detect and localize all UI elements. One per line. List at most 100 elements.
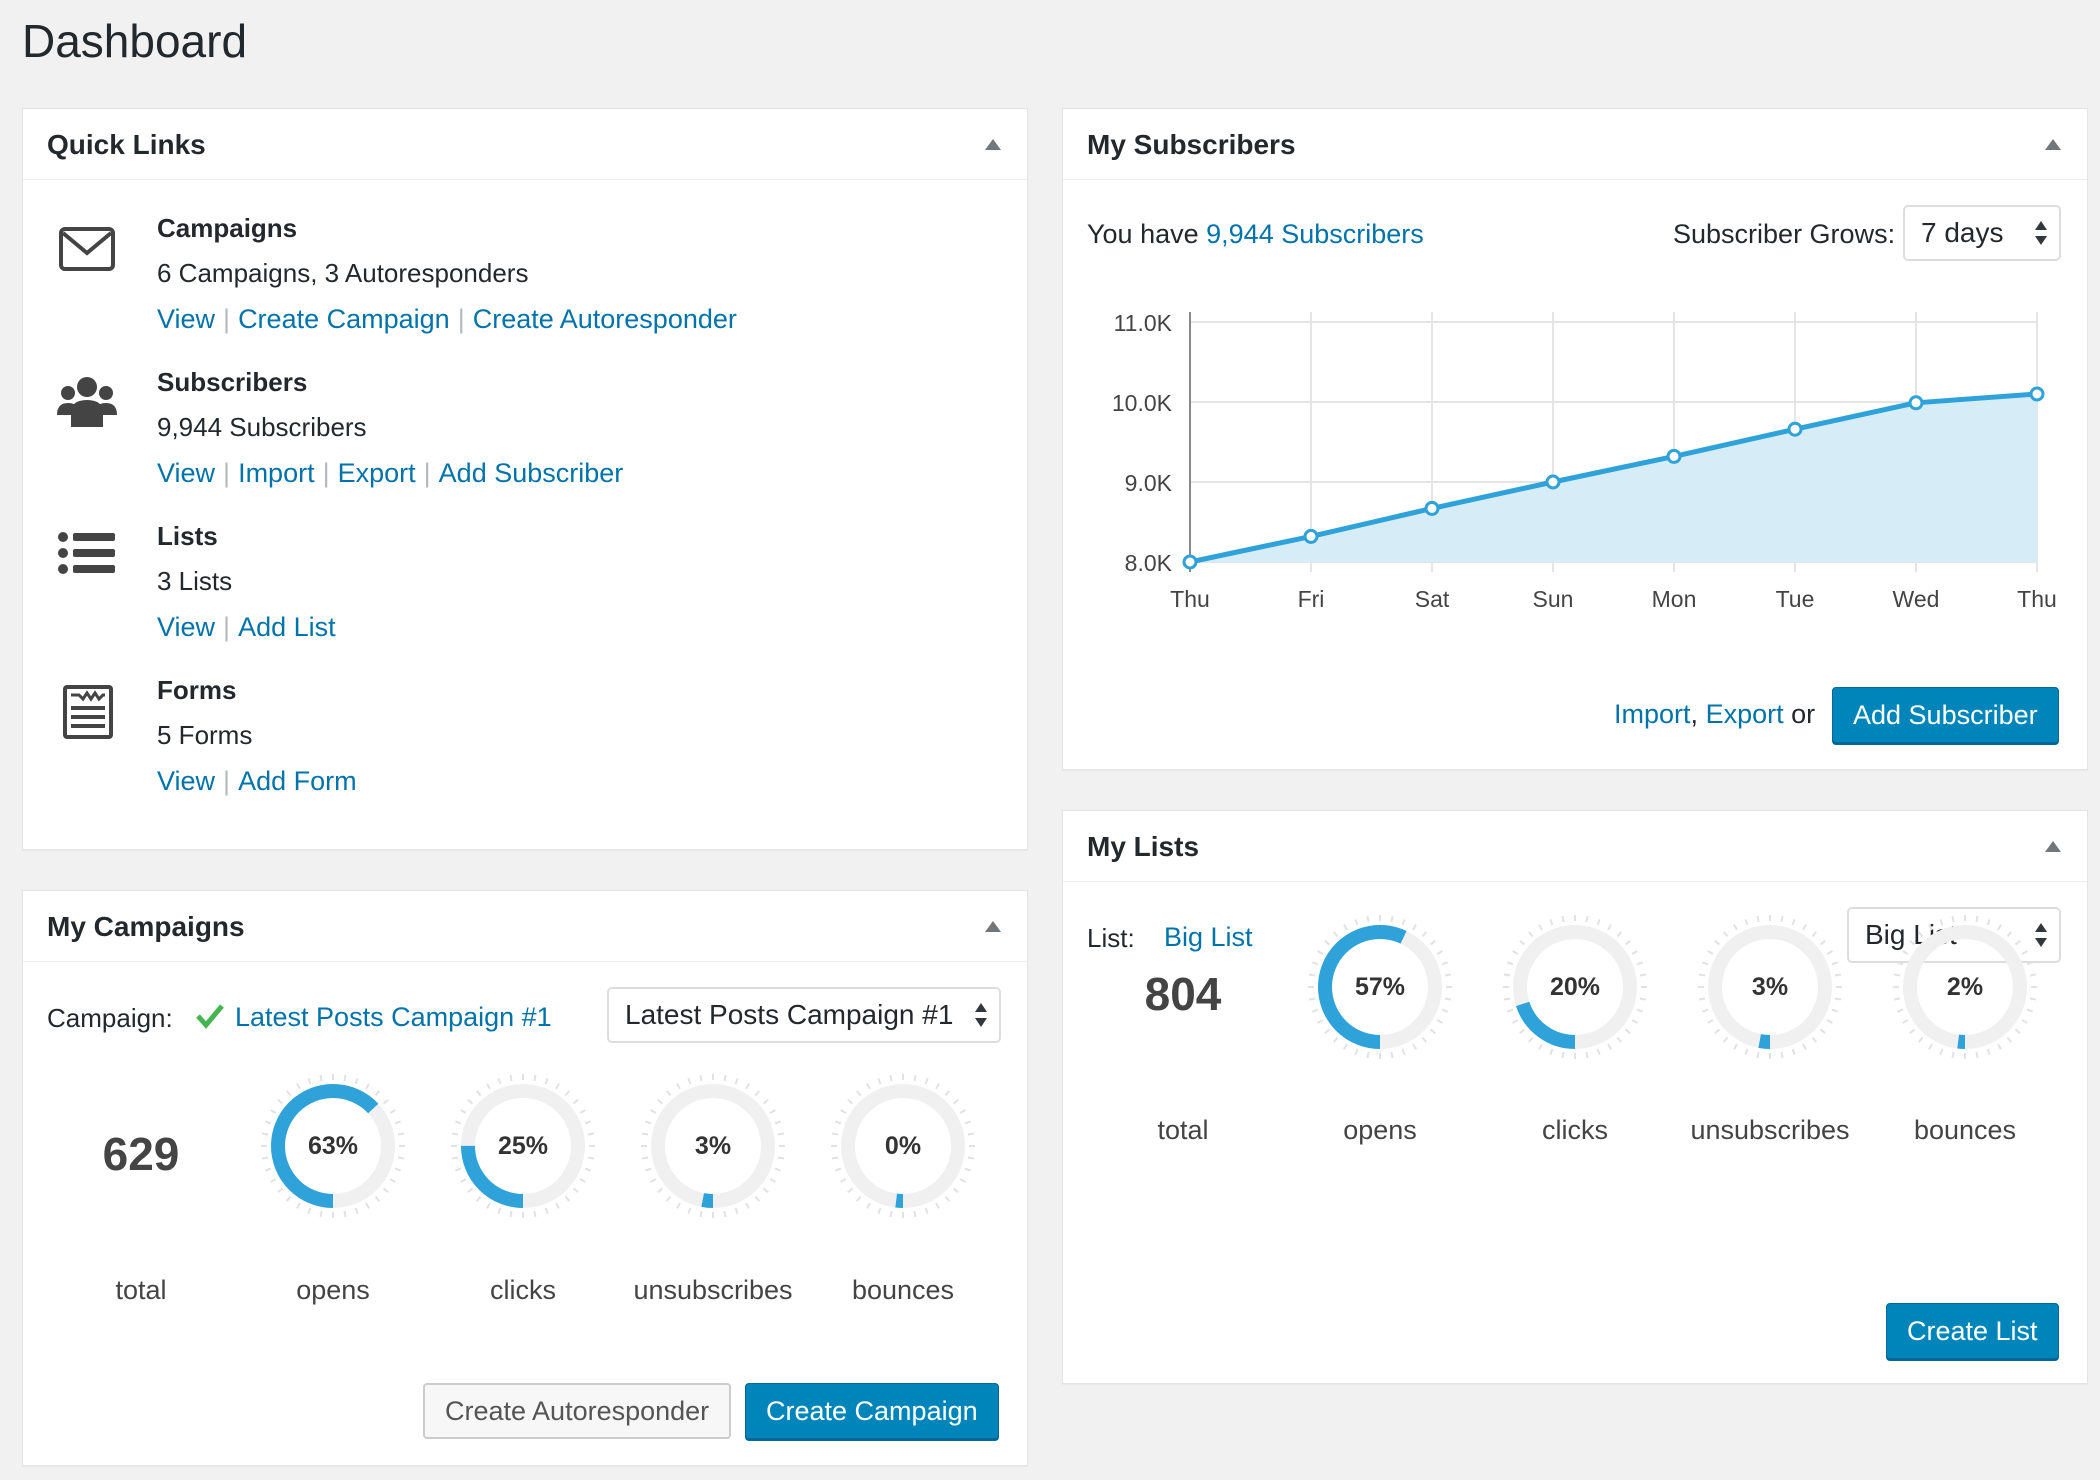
donut-tick xyxy=(657,1098,664,1105)
donut-tick xyxy=(486,1202,491,1209)
donut-tick xyxy=(1939,919,1944,926)
donut-unsubscribes: 3% xyxy=(638,1071,788,1221)
quick-link-actions: View | Import | Export | Add Subscriber xyxy=(157,458,623,489)
import-link[interactable]: Import xyxy=(238,458,315,488)
stat-label: opens xyxy=(296,1275,370,1305)
create-autoresponder-button[interactable]: Create Autoresponder xyxy=(423,1383,732,1439)
collapse-toggle-icon[interactable] xyxy=(2045,841,2061,852)
donut-tick xyxy=(1707,950,1714,955)
donut-tick xyxy=(1412,1043,1417,1050)
view-subscribers-link[interactable]: View xyxy=(157,458,216,488)
add-form-link[interactable]: Add Form xyxy=(238,766,357,796)
donut-percent: 3% xyxy=(1751,973,1789,1001)
donut-tick xyxy=(889,1074,893,1082)
donut-tick xyxy=(1756,915,1760,923)
donut-tick xyxy=(1733,1043,1738,1050)
view-forms-link[interactable]: View xyxy=(157,766,216,796)
donut-tick xyxy=(319,1074,323,1082)
export-link[interactable]: Export xyxy=(1705,699,1784,729)
donut-tick xyxy=(1444,973,1452,977)
donut-arc xyxy=(1318,925,1442,1049)
donut-tick xyxy=(1698,973,1706,977)
donut-tick xyxy=(1928,1043,1933,1050)
donut-tick xyxy=(544,1207,549,1214)
donut-tick xyxy=(265,1120,272,1125)
donut-tick xyxy=(835,1167,842,1172)
list-link[interactable]: Big List xyxy=(1164,922,1253,952)
donut-tick xyxy=(455,1167,462,1172)
donut-tick xyxy=(1780,915,1784,923)
quick-link-title: Forms xyxy=(157,675,237,705)
subscriber-summary: You have 9,944 Subscribers xyxy=(1087,219,1424,250)
view-campaigns-link[interactable]: View xyxy=(157,304,216,334)
or-text: or xyxy=(1791,699,1816,729)
donut-tick xyxy=(964,1120,971,1125)
donut-tick xyxy=(774,1120,781,1125)
chart-point xyxy=(2029,386,2045,402)
donut-tick xyxy=(840,1109,847,1114)
donut-tick xyxy=(397,1132,405,1136)
donut-tick xyxy=(486,1083,491,1090)
total-label: total xyxy=(1157,1115,1209,1145)
donut-tick xyxy=(285,1090,292,1097)
donut-tick xyxy=(1317,950,1324,955)
donut-tick xyxy=(460,1109,467,1114)
donut-tick xyxy=(676,1083,681,1090)
chart-line xyxy=(1189,391,2038,565)
donut-tick xyxy=(587,1132,595,1136)
donut-tick xyxy=(1811,931,1818,938)
donut-tick xyxy=(2014,1028,2021,1035)
donut-tick xyxy=(1756,1051,1760,1059)
donut-tick xyxy=(389,1178,396,1183)
donut-tick xyxy=(509,1074,513,1082)
list-icon xyxy=(58,532,115,574)
add-subscriber-link[interactable]: Add Subscriber xyxy=(438,458,624,488)
collapse-toggle-icon[interactable] xyxy=(985,921,1001,932)
donut-tick xyxy=(1826,950,1833,955)
export-link[interactable]: Export xyxy=(337,458,416,488)
donut-tick xyxy=(866,1202,871,1209)
quick-link-desc: 6 Campaigns, 3 Autoresponders xyxy=(157,258,529,288)
y-tick-label: 8.0K xyxy=(1125,550,1173,576)
campaign-link[interactable]: Latest Posts Campaign #1 xyxy=(235,1002,552,1032)
donut-tick xyxy=(579,1178,586,1183)
campaign-select[interactable]: Latest Posts Campaign #1 xyxy=(607,987,1001,1043)
quick-link-actions: View | Add Form xyxy=(157,766,357,797)
donut-tick xyxy=(1714,939,1721,946)
quick-link-actions: View | Create Campaign | Create Autoresponde… xyxy=(157,304,737,335)
my-subscribers-box: My Subscribers You have 9,944 Subscriber… xyxy=(1062,108,2088,770)
collapse-toggle-icon[interactable] xyxy=(2045,139,2061,150)
donut-tick xyxy=(1636,961,1643,966)
stat-label: clicks xyxy=(1542,1115,1608,1145)
create-autoresponder-link[interactable]: Create Autoresponder xyxy=(472,304,737,334)
view-lists-link[interactable]: View xyxy=(157,612,216,642)
create-campaign-link[interactable]: Create Campaign xyxy=(238,304,450,334)
create-list-button[interactable]: Create List xyxy=(1886,1303,2059,1359)
donut-tick xyxy=(584,1167,591,1172)
create-campaign-button[interactable]: Create Campaign xyxy=(745,1383,999,1439)
donut-tick xyxy=(261,1156,269,1160)
donut-ring xyxy=(1893,915,2037,1059)
donut-tick xyxy=(1831,961,1838,966)
donut-tick xyxy=(579,1109,586,1114)
subscriber-count-link[interactable]: 9,944 Subscribers xyxy=(1206,219,1424,249)
add-list-link[interactable]: Add List xyxy=(238,612,336,642)
donut-tick xyxy=(2029,997,2037,1001)
donut-tick xyxy=(1707,1019,1714,1024)
donut-tick xyxy=(1343,1043,1348,1050)
list-stats: 804 total 57% opens 20% clicks 3% unsubscribe… xyxy=(1063,811,2089,1231)
donut-tick xyxy=(1585,915,1589,923)
donut-tick xyxy=(1507,961,1514,966)
donut-tick xyxy=(277,1098,284,1105)
donut-tick xyxy=(745,1083,750,1090)
import-link[interactable]: Import xyxy=(1614,699,1691,729)
grows-period-select[interactable]: 7 days xyxy=(1903,205,2061,261)
donut-tick xyxy=(1834,997,1842,1001)
collapse-toggle-icon[interactable] xyxy=(985,139,1001,150)
donut-tick xyxy=(889,1210,893,1218)
add-subscriber-button[interactable]: Add Subscriber xyxy=(1832,687,2059,743)
subscriber-growth-chart: 11.0K 10.0K 9.0K 8.0K Thu Fri Sat Sun Mon Tue Wed T… xyxy=(1112,310,2057,612)
grows-label: Subscriber Grows: xyxy=(1673,219,1896,249)
stat-label: opens xyxy=(1343,1115,1417,1145)
donut-tick xyxy=(1791,1048,1796,1055)
